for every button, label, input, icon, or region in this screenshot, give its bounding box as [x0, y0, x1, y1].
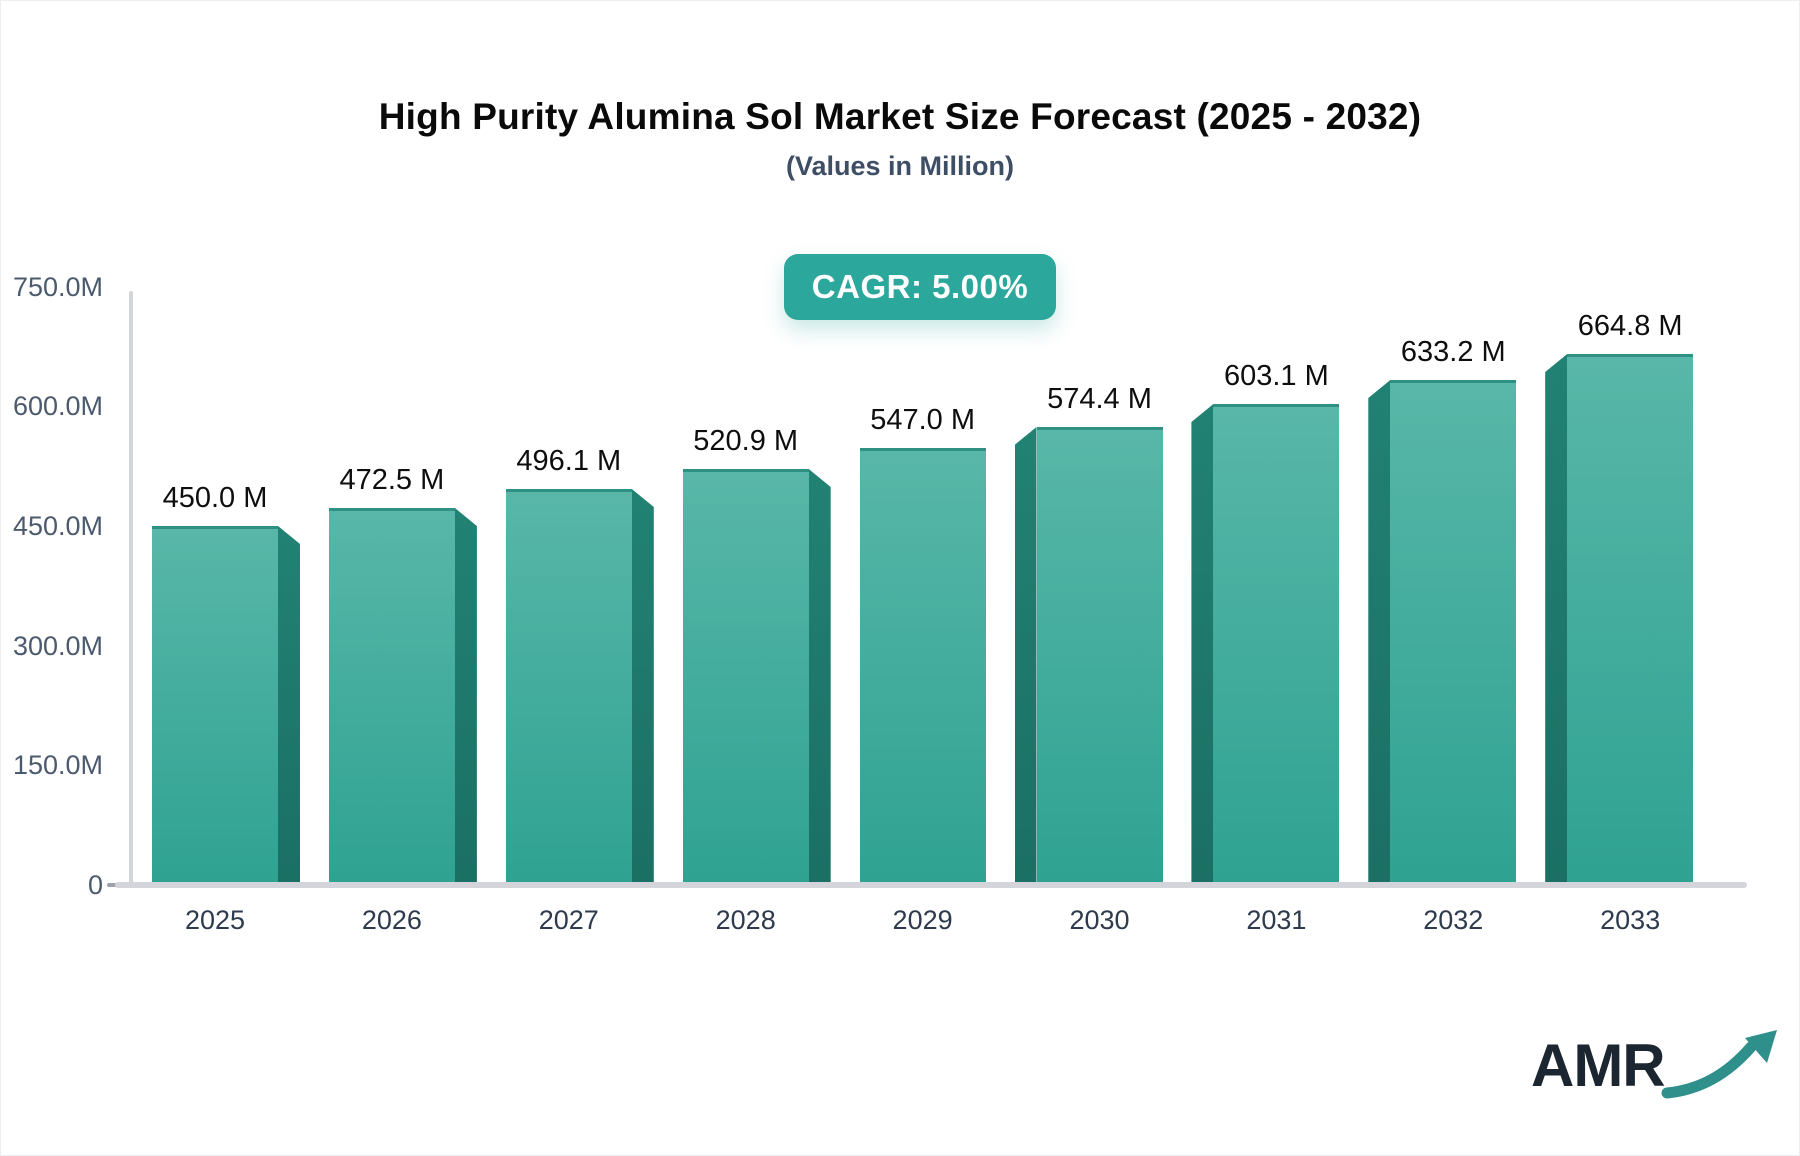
x-axis-line: [115, 882, 1747, 888]
bar-value-label: 633.2 M: [1400, 336, 1506, 368]
y-axis-tick-label: 750.0M: [12, 271, 103, 302]
y-axis-tick-label: 300.0M: [12, 630, 103, 661]
bar-side-face: [631, 489, 654, 885]
x-axis-label: 2026: [361, 905, 422, 935]
y-axis-tick-label: 450.0M: [12, 510, 103, 541]
bar-2031: [1213, 404, 1340, 885]
bar-value-label: 496.1 M: [516, 445, 622, 477]
bar-2032: [1390, 380, 1517, 885]
bar-2033: [1567, 354, 1694, 885]
cagr-badge: CAGR: 5.00%: [784, 254, 1056, 320]
bar-side-face: [1368, 380, 1391, 885]
x-axis-label: 2029: [892, 905, 953, 935]
amr-logo-text: AMR: [1531, 1032, 1666, 1099]
bar-value-label: 547.0 M: [870, 404, 975, 436]
bar-2030: [1036, 427, 1163, 885]
bar-value-label: 574.4 M: [1047, 383, 1152, 415]
y-axis-tick-label: 600.0M: [12, 391, 103, 422]
bar-side-face: [1014, 427, 1037, 885]
chart-title: High Purity Alumina Sol Market Size Fore…: [378, 96, 1422, 137]
amr-logo: AMR: [1531, 1030, 1777, 1131]
bar-2027: [505, 489, 632, 885]
x-axis-label: 2030: [1069, 905, 1130, 935]
bar-value-label: 664.8 M: [1577, 310, 1683, 342]
bar-side-face: [278, 526, 300, 885]
growth-arrow-icon: [1661, 1030, 1777, 1099]
x-axis-label: 2025: [184, 905, 246, 935]
bar-value-label: 520.9 M: [693, 425, 799, 457]
x-axis-label: 2028: [715, 905, 776, 935]
bar-2025: [152, 526, 278, 885]
cagr-badge-label: CAGR: 5.00%: [811, 268, 1029, 305]
bar-2026: [328, 508, 455, 885]
x-axis-label: 2027: [538, 905, 599, 935]
y-axis-tick-label: 150.0M: [12, 750, 103, 781]
x-axis-label: 2033: [1600, 905, 1661, 935]
bar-side-face: [1545, 354, 1568, 885]
x-axis-label: 2031: [1246, 905, 1307, 935]
y-axis-line: [129, 291, 133, 885]
bar-2028: [682, 469, 809, 885]
bar-value-label: 603.1 M: [1223, 360, 1329, 392]
bar-side-face: [1191, 404, 1214, 885]
bar-2029: [859, 448, 986, 885]
chart-subtitle: (Values in Million): [785, 151, 1015, 181]
bar-side-face: [808, 469, 831, 885]
x-axis-label: 2032: [1423, 905, 1484, 935]
y-axis-tick-label: 0: [87, 870, 103, 900]
bar-value-label: 450.0 M: [162, 482, 268, 514]
bar-value-label: 472.5 M: [339, 464, 445, 496]
bar-side-face: [454, 508, 477, 885]
